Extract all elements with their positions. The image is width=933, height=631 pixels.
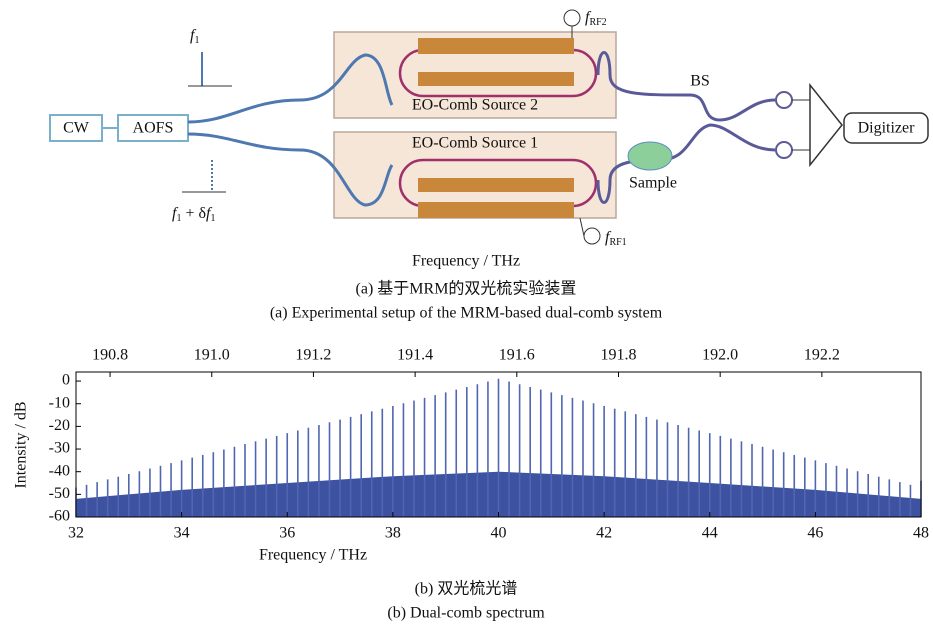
spectrum-chart: Frequency / THz Intensity / dB (b) 双光梳光谱… (13, 347, 929, 622)
caption-zh: (a) 基于MRM的双光梳实验装置 (356, 280, 577, 298)
fiber (596, 51, 776, 122)
aofs-box (117, 114, 189, 142)
text: RF1 (609, 237, 626, 248)
caption-en: (b) Dual-comb spectrum (387, 605, 545, 622)
top-tick-label: 190.8 (92, 347, 128, 364)
text: f (172, 205, 179, 222)
text: f (585, 9, 592, 26)
amplifier (809, 82, 843, 168)
x-tick-label: 46 (807, 525, 823, 542)
aofs-label: AOFS (133, 120, 174, 137)
fiber (187, 53, 394, 124)
text: 1 (210, 213, 215, 224)
top-tick-label: 191.4 (397, 347, 433, 364)
x-tick-label: 36 (279, 525, 295, 542)
text: + δ (181, 205, 206, 222)
caption-en: (a) Experimental setup of the MRM-based … (270, 305, 663, 322)
bs-label: BS (690, 73, 710, 90)
f1-main: f (190, 27, 197, 44)
rf2-label: fRF2 (585, 9, 607, 29)
y-tick-label: 0 (62, 372, 70, 389)
top-tick-label: 191.8 (600, 347, 636, 364)
cw-box (49, 114, 103, 142)
top-tick-label: 192.2 (804, 347, 840, 364)
fiber (187, 132, 394, 207)
text: f (206, 205, 213, 222)
y-tick-label: -50 (49, 485, 70, 502)
f1-label: f1 (190, 27, 199, 47)
cw-label: CW (63, 120, 90, 137)
x-tick-label: 40 (491, 525, 507, 542)
top-tick-label: 191.2 (295, 347, 331, 364)
wire (579, 217, 585, 237)
x-tick-label: 34 (174, 525, 190, 542)
top-tick-label: 191.0 (194, 347, 230, 364)
setup-diagram: CW AOFS f1 f1 + δf1 EO-Comb Source 2 EO-… (49, 9, 929, 322)
sample-label: Sample (629, 175, 677, 192)
y-tick-label: -40 (49, 462, 70, 479)
stray-label: Frequency / THz (412, 253, 520, 270)
caption-zh: (b) 双光梳光谱 (415, 580, 518, 598)
fiber (596, 123, 776, 204)
x-tick-label: 48 (913, 525, 929, 542)
rf1-label: fRF1 (605, 229, 627, 249)
y-tick-label: -30 (49, 440, 70, 457)
source-2-label: EO-Comb Source 2 (412, 97, 538, 114)
f1-shift-label: f1 + δf1 (172, 205, 215, 225)
rf-source (563, 9, 581, 27)
x-tick-label: 32 (68, 525, 84, 542)
source-1-label: EO-Comb Source 1 (412, 135, 538, 152)
photodiode (775, 141, 793, 159)
text: RF2 (589, 17, 606, 28)
x-tick-label: 42 (596, 525, 612, 542)
y-axis-label: Intensity / dB (13, 401, 30, 488)
top-tick-label: 191.6 (499, 347, 535, 364)
electrode (418, 38, 574, 54)
photodiode (775, 91, 793, 109)
text: 1 (176, 213, 181, 224)
electrode (418, 178, 574, 192)
rf-source (583, 227, 601, 245)
f1-sub: 1 (194, 35, 199, 46)
top-tick-label: 192.0 (702, 347, 738, 364)
y-tick-label: -10 (49, 394, 70, 411)
digitizer-box (843, 112, 929, 144)
x-tick-label: 38 (385, 525, 401, 542)
sample-cell (627, 141, 673, 171)
y-tick-label: -20 (49, 417, 70, 434)
digitizer-label: Digitizer (858, 120, 916, 137)
electrode (418, 202, 574, 218)
text: f (605, 229, 612, 246)
electrode (418, 72, 574, 86)
x-axis-label: Frequency / THz (259, 547, 367, 564)
x-tick-label: 44 (702, 525, 718, 542)
y-tick-label: -60 (49, 508, 70, 525)
